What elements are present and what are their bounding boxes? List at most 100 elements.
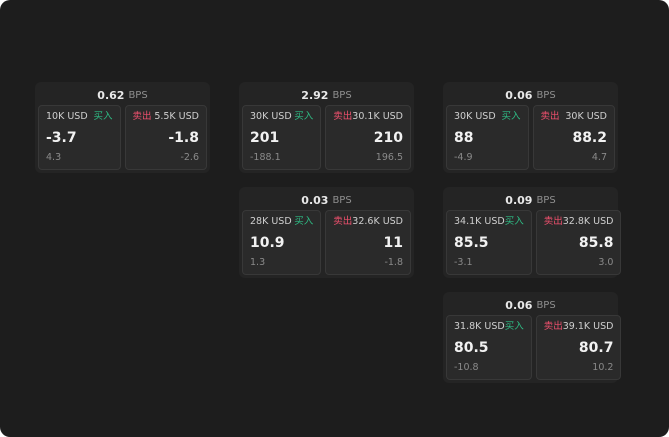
sell-amount: 30.1K USD	[352, 111, 403, 122]
quote-card-1: 0.62 BPS 10K USD 买入 -3.7 4.3 卖出 5.5K USD…	[35, 82, 210, 173]
sell-side-label: 卖出	[132, 111, 152, 122]
spread-unit-label: BPS	[536, 299, 556, 311]
spread-value: 0.06	[505, 298, 533, 312]
sell-side-label: 卖出	[543, 321, 563, 332]
sell-side-label: 卖出	[543, 216, 563, 227]
sell-price: 11	[383, 234, 403, 251]
sell-side-label: 卖出	[333, 216, 353, 227]
buy-panel-top: 31.8K USD 买入	[454, 321, 524, 333]
spread-header: 0.62 BPS	[38, 85, 207, 105]
buy-panel[interactable]: 31.8K USD 买入 80.5 -10.8	[446, 315, 532, 380]
buy-side-label: 买入	[93, 111, 113, 122]
buy-panel[interactable]: 30K USD 买入 201 -188.1	[242, 105, 322, 170]
spread-value: 2.92	[301, 88, 329, 102]
buy-amount: 30K USD	[250, 111, 292, 122]
sell-delta: 10.2	[592, 362, 614, 373]
quote-card-3: 0.06 BPS 30K USD 买入 88 -4.9 卖出 30K USD 8…	[443, 82, 618, 173]
spread-header: 0.03 BPS	[242, 190, 411, 210]
sell-panel[interactable]: 卖出 5.5K USD -1.8 -2.6	[124, 105, 207, 170]
sell-price: 88.2	[572, 129, 607, 146]
buy-side-label: 买入	[504, 321, 524, 332]
sell-panel[interactable]: 卖出 30K USD 88.2 4.7	[532, 105, 615, 170]
sell-delta: 3.0	[598, 257, 614, 268]
sell-delta: 196.5	[375, 152, 403, 163]
sell-amount: 32.6K USD	[352, 216, 403, 227]
spread-unit-label: BPS	[536, 194, 556, 206]
buy-delta: -3.1	[454, 257, 473, 268]
quote-panels: 31.8K USD 买入 80.5 -10.8 卖出 39.1K USD 80.…	[446, 315, 622, 380]
spread-unit-label: BPS	[332, 89, 352, 101]
quote-panels: 28K USD 买入 10.9 1.3 卖出 32.6K USD 11 -1.8	[242, 210, 411, 275]
sell-panel-top: 卖出 5.5K USD	[133, 111, 200, 123]
buy-amount: 30K USD	[454, 111, 496, 122]
spread-header: 0.06 BPS	[446, 295, 615, 315]
buy-amount: 31.8K USD	[454, 321, 505, 332]
buy-side-label: 买入	[501, 111, 521, 122]
buy-delta: 4.3	[46, 152, 62, 163]
buy-panel-top: 30K USD 买入	[250, 111, 313, 123]
quote-card-5: 0.09 BPS 34.1K USD 买入 85.5 -3.1 卖出 32.8K…	[443, 187, 622, 278]
quote-card-2: 2.92 BPS 30K USD 买入 201 -188.1 卖出 30.1K …	[239, 82, 414, 173]
buy-price: 80.5	[454, 339, 489, 356]
buy-delta: -188.1	[250, 152, 281, 163]
sell-side-label: 卖出	[540, 111, 560, 122]
quote-panels: 30K USD 买入 88 -4.9 卖出 30K USD 88.2 4.7	[446, 105, 615, 170]
sell-panel-top: 卖出 30K USD	[541, 111, 608, 123]
sell-amount: 32.8K USD	[562, 216, 614, 227]
sell-amount: 5.5K USD	[154, 111, 199, 122]
buy-panel[interactable]: 34.1K USD 买入 85.5 -3.1	[446, 210, 532, 275]
spread-unit-label: BPS	[128, 89, 148, 101]
quote-panels: 30K USD 买入 201 -188.1 卖出 30.1K USD 210 1…	[242, 105, 411, 170]
buy-panel-top: 10K USD 买入	[46, 111, 113, 123]
buy-panel[interactable]: 28K USD 买入 10.9 1.3	[242, 210, 322, 275]
sell-panel-top: 卖出 30.1K USD	[333, 111, 403, 123]
sell-price: -1.8	[168, 129, 199, 146]
buy-panel[interactable]: 10K USD 买入 -3.7 4.3	[38, 105, 121, 170]
spread-header: 0.09 BPS	[446, 190, 615, 210]
buy-price: -3.7	[46, 129, 77, 146]
buy-delta: -4.9	[454, 152, 473, 163]
buy-price: 201	[250, 129, 280, 146]
sell-side-label: 卖出	[333, 111, 353, 122]
sell-panel[interactable]: 卖出 30.1K USD 210 196.5	[325, 105, 411, 170]
quote-panels: 10K USD 买入 -3.7 4.3 卖出 5.5K USD -1.8 -2.…	[38, 105, 207, 170]
sell-delta: 4.7	[591, 152, 607, 163]
quote-card-grid: 0.62 BPS 10K USD 买入 -3.7 4.3 卖出 5.5K USD…	[35, 82, 622, 383]
buy-panel[interactable]: 30K USD 买入 88 -4.9	[446, 105, 529, 170]
buy-amount: 34.1K USD	[454, 216, 505, 227]
buy-side-label: 买入	[294, 111, 314, 122]
buy-price: 85.5	[454, 234, 489, 251]
sell-panel-top: 卖出 32.8K USD	[544, 216, 614, 228]
buy-amount: 10K USD	[46, 111, 88, 122]
buy-price: 88	[454, 129, 474, 146]
buy-panel-top: 30K USD 买入	[454, 111, 521, 123]
buy-delta: -10.8	[454, 362, 479, 373]
buy-side-label: 买入	[504, 216, 524, 227]
spread-header: 0.06 BPS	[446, 85, 615, 105]
spread-unit-label: BPS	[332, 194, 352, 206]
buy-panel-top: 28K USD 买入	[250, 216, 313, 228]
spread-value: 0.06	[505, 88, 533, 102]
quote-card-6: 0.06 BPS 31.8K USD 买入 80.5 -10.8 卖出 39.1…	[443, 292, 622, 383]
sell-panel[interactable]: 卖出 32.6K USD 11 -1.8	[325, 210, 411, 275]
spread-value: 0.03	[301, 193, 329, 207]
buy-side-label: 买入	[294, 216, 314, 227]
sell-panel-top: 卖出 32.6K USD	[333, 216, 403, 228]
buy-price: 10.9	[250, 234, 285, 251]
sell-price: 210	[373, 129, 403, 146]
buy-amount: 28K USD	[250, 216, 292, 227]
sell-amount: 30K USD	[565, 111, 607, 122]
sell-price: 80.7	[578, 339, 614, 356]
sell-amount: 39.1K USD	[562, 321, 614, 332]
spread-unit-label: BPS	[536, 89, 556, 101]
spread-header: 2.92 BPS	[242, 85, 411, 105]
buy-panel-top: 34.1K USD 买入	[454, 216, 524, 228]
sell-panel[interactable]: 卖出 32.8K USD 85.8 3.0	[535, 210, 622, 275]
sell-panel[interactable]: 卖出 39.1K USD 80.7 10.2	[535, 315, 622, 380]
spread-value: 0.09	[505, 193, 533, 207]
spread-value: 0.62	[97, 88, 125, 102]
sell-delta: -1.8	[384, 257, 403, 268]
sell-price: 85.8	[578, 234, 614, 251]
sell-panel-top: 卖出 39.1K USD	[544, 321, 614, 333]
